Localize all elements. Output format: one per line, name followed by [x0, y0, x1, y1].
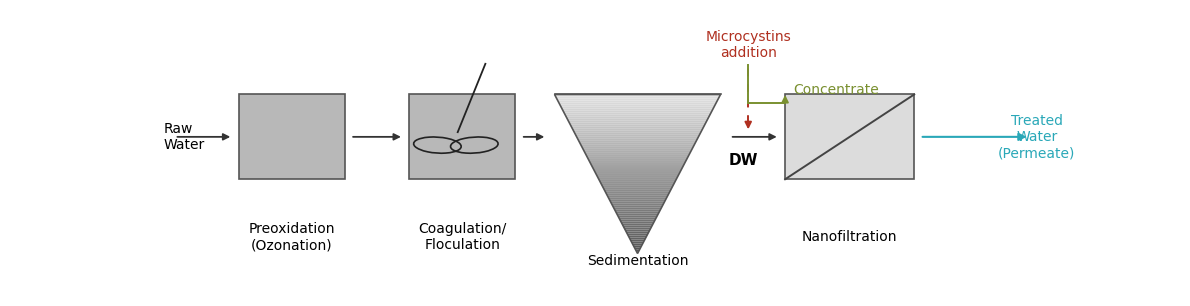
Polygon shape [607, 194, 669, 196]
Polygon shape [565, 114, 710, 116]
Polygon shape [612, 204, 664, 206]
Polygon shape [575, 134, 700, 136]
Polygon shape [583, 150, 691, 152]
Polygon shape [558, 100, 718, 103]
Polygon shape [615, 210, 660, 212]
Polygon shape [618, 216, 657, 218]
Polygon shape [628, 236, 647, 237]
Polygon shape [624, 226, 652, 228]
Text: Coagulation/
Floculation: Coagulation/ Floculation [418, 222, 507, 252]
Polygon shape [622, 224, 653, 226]
Polygon shape [588, 158, 688, 160]
Polygon shape [627, 233, 647, 236]
Text: DW: DW [728, 153, 758, 168]
Polygon shape [591, 164, 684, 166]
Text: Concentrate: Concentrate [793, 83, 878, 97]
Polygon shape [606, 192, 670, 194]
Text: Preoxidation
(Ozonation): Preoxidation (Ozonation) [249, 222, 334, 252]
Polygon shape [632, 244, 643, 245]
Polygon shape [593, 168, 682, 170]
Polygon shape [594, 170, 681, 172]
Polygon shape [631, 240, 645, 241]
Polygon shape [596, 174, 679, 176]
Polygon shape [615, 212, 659, 214]
Polygon shape [603, 188, 672, 190]
Polygon shape [597, 176, 678, 178]
Polygon shape [555, 95, 721, 96]
Text: Sedimentation: Sedimentation [587, 254, 688, 268]
Polygon shape [560, 106, 714, 108]
Polygon shape [601, 184, 674, 186]
Polygon shape [621, 222, 655, 224]
Polygon shape [614, 208, 662, 210]
Polygon shape [584, 152, 690, 154]
Polygon shape [610, 202, 664, 204]
Polygon shape [620, 220, 656, 222]
Polygon shape [572, 128, 703, 130]
Polygon shape [600, 182, 675, 184]
Polygon shape [557, 99, 719, 100]
Polygon shape [637, 252, 639, 253]
Polygon shape [582, 146, 694, 148]
Polygon shape [575, 132, 701, 134]
Bar [785, 95, 914, 179]
Polygon shape [581, 144, 695, 146]
Polygon shape [570, 124, 704, 126]
Polygon shape [566, 118, 708, 120]
Polygon shape [583, 148, 693, 150]
Polygon shape [609, 200, 665, 202]
Polygon shape [569, 122, 706, 124]
Polygon shape [632, 241, 644, 244]
Polygon shape [564, 112, 712, 114]
Bar [239, 95, 345, 179]
Polygon shape [562, 108, 713, 110]
Polygon shape [619, 218, 656, 220]
Polygon shape [585, 154, 689, 156]
Polygon shape [602, 186, 672, 188]
Text: Treated
Water
(Permeate): Treated Water (Permeate) [998, 114, 1076, 160]
Polygon shape [591, 166, 683, 168]
Bar [409, 95, 515, 179]
Polygon shape [599, 180, 676, 182]
Polygon shape [608, 198, 666, 200]
Polygon shape [556, 96, 720, 99]
Polygon shape [590, 162, 685, 164]
Polygon shape [626, 232, 649, 233]
Polygon shape [558, 103, 716, 104]
Polygon shape [577, 138, 697, 140]
Polygon shape [625, 230, 650, 232]
Text: Raw
Water: Raw Water [163, 122, 205, 152]
Polygon shape [616, 214, 658, 216]
Polygon shape [580, 142, 696, 144]
Polygon shape [635, 249, 639, 252]
Text: Microcystins
addition: Microcystins addition [706, 30, 791, 60]
Polygon shape [576, 136, 699, 138]
Polygon shape [563, 110, 713, 112]
Polygon shape [578, 140, 696, 142]
Polygon shape [634, 248, 640, 249]
Text: Nanofiltration: Nanofiltration [802, 230, 897, 244]
Polygon shape [605, 190, 671, 192]
Polygon shape [568, 120, 707, 122]
Polygon shape [571, 126, 704, 128]
Polygon shape [595, 172, 679, 174]
Polygon shape [633, 245, 641, 248]
Polygon shape [566, 116, 709, 118]
Polygon shape [574, 130, 702, 132]
Polygon shape [630, 237, 646, 240]
Polygon shape [587, 156, 688, 158]
Polygon shape [589, 160, 687, 162]
Polygon shape [559, 104, 715, 106]
Polygon shape [599, 178, 677, 180]
Polygon shape [613, 206, 663, 208]
Polygon shape [607, 196, 668, 198]
Polygon shape [624, 228, 651, 230]
